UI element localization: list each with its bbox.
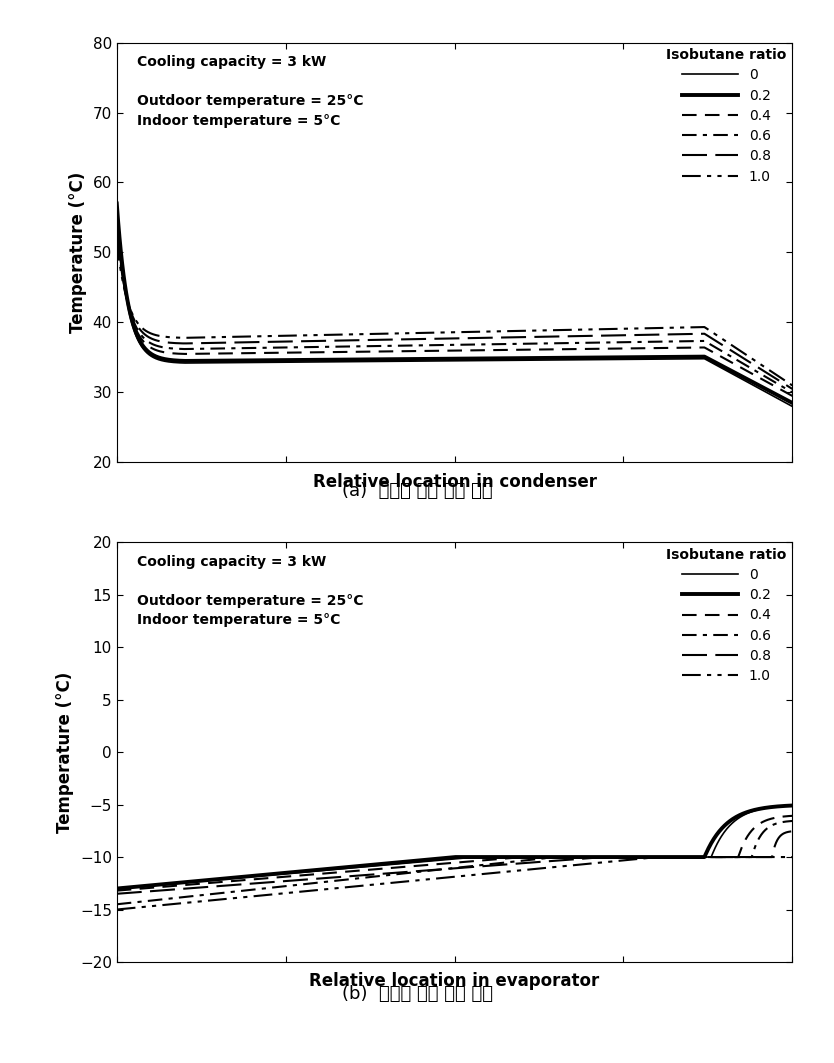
Text: (a)  응축기 내부 온도 분포: (a) 응축기 내부 온도 분포 [342, 483, 492, 500]
Y-axis label: Temperature (°C): Temperature (°C) [69, 172, 87, 333]
Y-axis label: Temperature (°C): Temperature (°C) [57, 672, 74, 832]
Legend: 0, 0.2, 0.4, 0.6, 0.8, 1.0: 0, 0.2, 0.4, 0.6, 0.8, 1.0 [664, 545, 790, 686]
Text: Cooling capacity = 3 kW

Outdoor temperature = 25°C
Indoor temperature = 5°C: Cooling capacity = 3 kW Outdoor temperat… [137, 55, 364, 128]
X-axis label: Relative location in condenser: Relative location in condenser [313, 473, 596, 491]
Text: (b)  증발기 내부 온도 분포: (b) 증발기 내부 온도 분포 [341, 985, 493, 1002]
Text: Cooling capacity = 3 kW

Outdoor temperature = 25°C
Indoor temperature = 5°C: Cooling capacity = 3 kW Outdoor temperat… [137, 555, 364, 627]
X-axis label: Relative location in evaporator: Relative location in evaporator [309, 973, 600, 991]
Legend: 0, 0.2, 0.4, 0.6, 0.8, 1.0: 0, 0.2, 0.4, 0.6, 0.8, 1.0 [664, 46, 790, 186]
